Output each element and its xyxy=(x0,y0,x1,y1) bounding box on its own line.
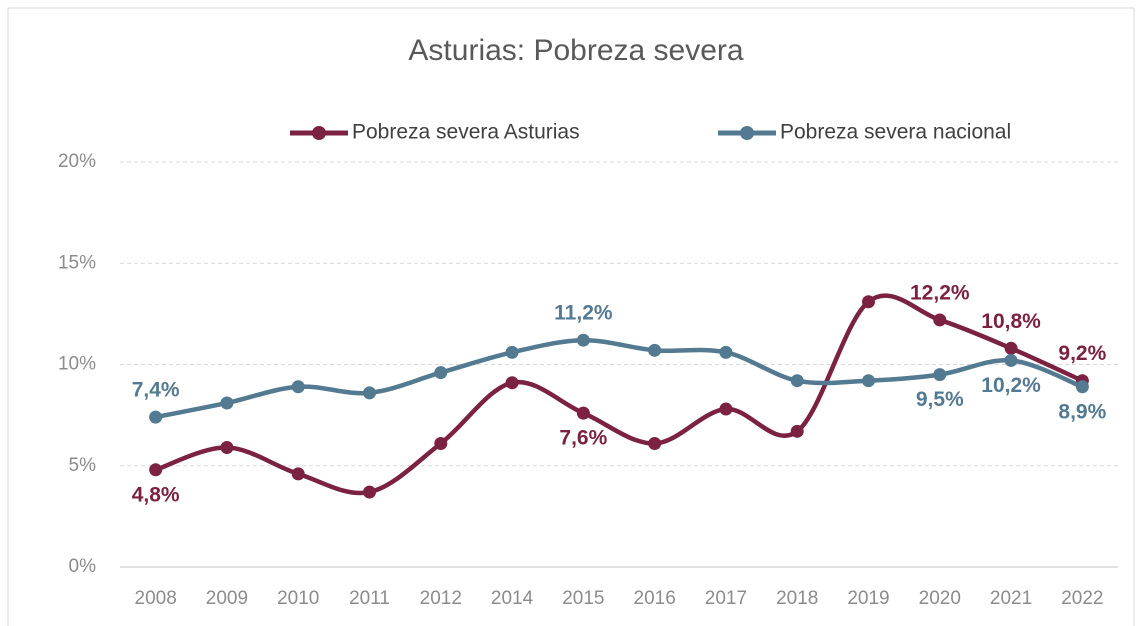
point-marker xyxy=(576,406,590,420)
data-label: 10,2% xyxy=(981,374,1041,397)
data-label: 12,2% xyxy=(910,281,970,304)
point-marker xyxy=(505,345,519,359)
point-marker xyxy=(719,402,733,416)
point-marker xyxy=(363,485,376,499)
data-label: 10,8% xyxy=(981,310,1041,333)
x-tick-label: 2021 xyxy=(990,588,1032,609)
point-marker xyxy=(648,343,662,357)
point-marker xyxy=(1075,380,1089,394)
y-tick-label: 0% xyxy=(69,556,97,577)
point-marker xyxy=(648,436,662,450)
legend-marker xyxy=(312,126,326,140)
point-marker xyxy=(434,436,448,450)
x-tick-label: 2009 xyxy=(206,588,248,609)
y-tick-label: 10% xyxy=(58,354,96,375)
x-tick-label: 2011 xyxy=(349,588,390,609)
data-label: 7,6% xyxy=(559,427,607,450)
x-tick-label: 2017 xyxy=(705,588,747,609)
point-marker xyxy=(1004,341,1018,355)
data-label: 9,2% xyxy=(1058,342,1106,365)
point-marker xyxy=(933,313,947,327)
data-label: 4,8% xyxy=(132,483,180,506)
y-tick-label: 15% xyxy=(58,252,96,273)
legend-label: Pobreza severa nacional xyxy=(780,121,1011,144)
chart-frame xyxy=(7,7,1135,626)
chart-title: Asturias: Pobreza severa xyxy=(408,34,743,67)
point-marker xyxy=(220,441,234,455)
x-tick-label: 2012 xyxy=(420,588,462,609)
x-tick-label: 2008 xyxy=(135,588,177,609)
x-tick-label: 2015 xyxy=(562,588,604,609)
data-label: 11,2% xyxy=(554,302,613,325)
legend-label: Pobreza severa Asturias xyxy=(352,121,580,144)
x-tick-label: 2020 xyxy=(919,588,961,609)
data-label: 7,4% xyxy=(132,379,180,402)
data-label: 9,5% xyxy=(916,388,964,411)
point-marker xyxy=(790,424,804,438)
x-tick-label: 2014 xyxy=(491,588,534,609)
point-marker xyxy=(363,386,376,400)
legend-marker xyxy=(740,126,754,140)
point-marker xyxy=(434,366,448,380)
point-marker xyxy=(149,410,163,424)
point-marker xyxy=(790,374,804,388)
point-marker xyxy=(291,467,305,481)
x-tick-label: 2016 xyxy=(634,588,676,609)
point-marker xyxy=(933,368,947,382)
point-marker xyxy=(576,333,590,347)
y-tick-label: 20% xyxy=(58,151,96,172)
point-marker xyxy=(862,295,875,309)
x-tick-label: 2019 xyxy=(847,588,889,609)
x-tick-label: 2022 xyxy=(1061,588,1103,609)
x-tick-label: 2018 xyxy=(776,588,818,609)
x-tick-label: 2010 xyxy=(277,588,319,609)
point-marker xyxy=(862,374,875,388)
y-tick-label: 5% xyxy=(69,455,97,476)
point-marker xyxy=(291,380,305,394)
point-marker xyxy=(149,463,163,477)
series-line xyxy=(153,337,1085,420)
data-label: 8,9% xyxy=(1058,400,1106,423)
point-marker xyxy=(505,376,519,390)
series-line xyxy=(153,293,1085,496)
point-marker xyxy=(719,345,733,359)
point-marker xyxy=(1004,353,1018,367)
point-marker xyxy=(220,396,234,410)
